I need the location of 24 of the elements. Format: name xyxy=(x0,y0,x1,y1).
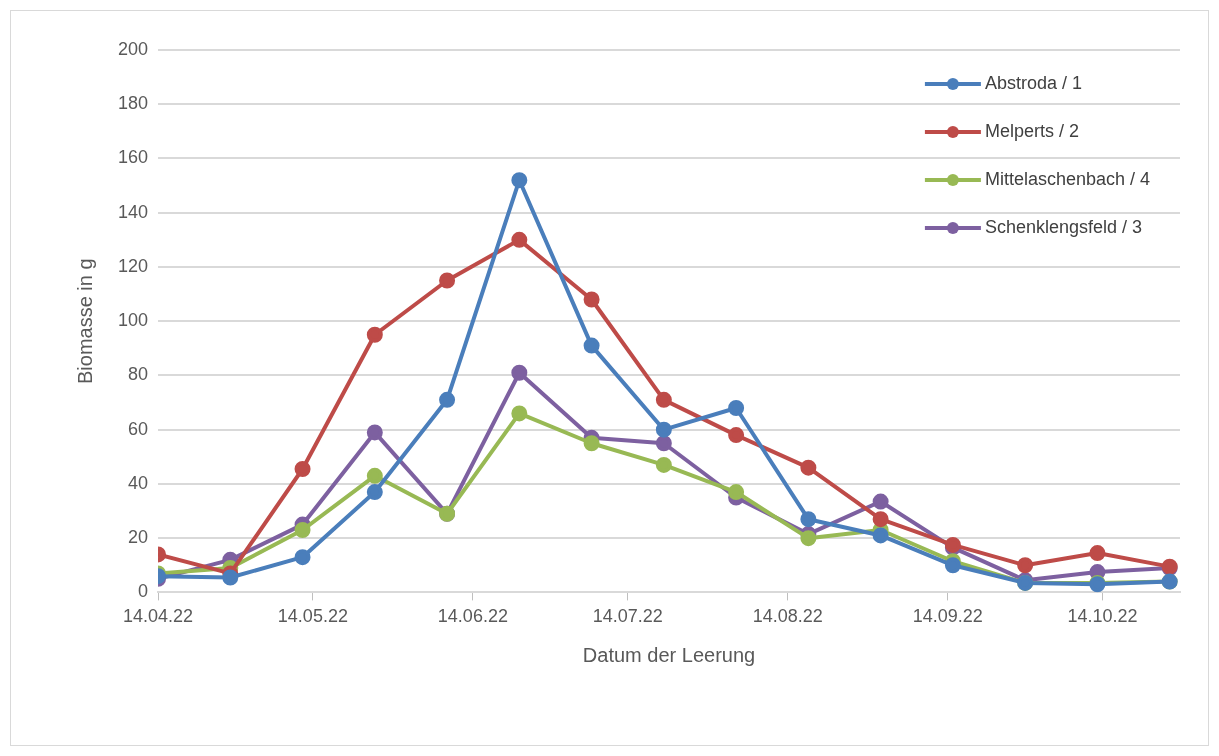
legend-label: Abstroda / 1 xyxy=(984,72,1082,93)
x-tick-label: 14.10.22 xyxy=(1067,606,1138,627)
y-tick-label: 140 xyxy=(117,201,149,222)
y-tick-label: 100 xyxy=(117,310,149,331)
legend-label: Schenklengsfeld / 3 xyxy=(984,216,1143,237)
y-tick-label: 180 xyxy=(117,93,149,114)
y-tick-label: 200 xyxy=(117,38,149,59)
y-tick-label: 20 xyxy=(128,527,149,548)
legend-label: Melperts / 2 xyxy=(984,120,1079,141)
x-tick-label: 14.07.22 xyxy=(592,606,663,627)
x-tick-label: 14.09.22 xyxy=(912,606,983,627)
y-tick-label: 160 xyxy=(117,147,149,168)
x-axis-title: Datum der Leerung xyxy=(582,643,756,666)
y-tick-label: 60 xyxy=(128,418,149,439)
y-tick-label: 80 xyxy=(128,364,149,385)
x-tick-label: 14.08.22 xyxy=(752,606,823,627)
x-tick-label: 14.05.22 xyxy=(277,606,348,627)
y-tick-label: 0 xyxy=(138,581,149,602)
x-tick-label: 14.06.22 xyxy=(437,606,508,627)
x-tick-label: 14.04.22 xyxy=(122,606,194,627)
y-tick-label: 120 xyxy=(117,255,149,276)
legend-label: Mittelaschenbach / 4 xyxy=(984,168,1150,189)
y-axis-title: Biomasse in g xyxy=(73,258,96,385)
y-tick-label: 40 xyxy=(128,472,149,493)
